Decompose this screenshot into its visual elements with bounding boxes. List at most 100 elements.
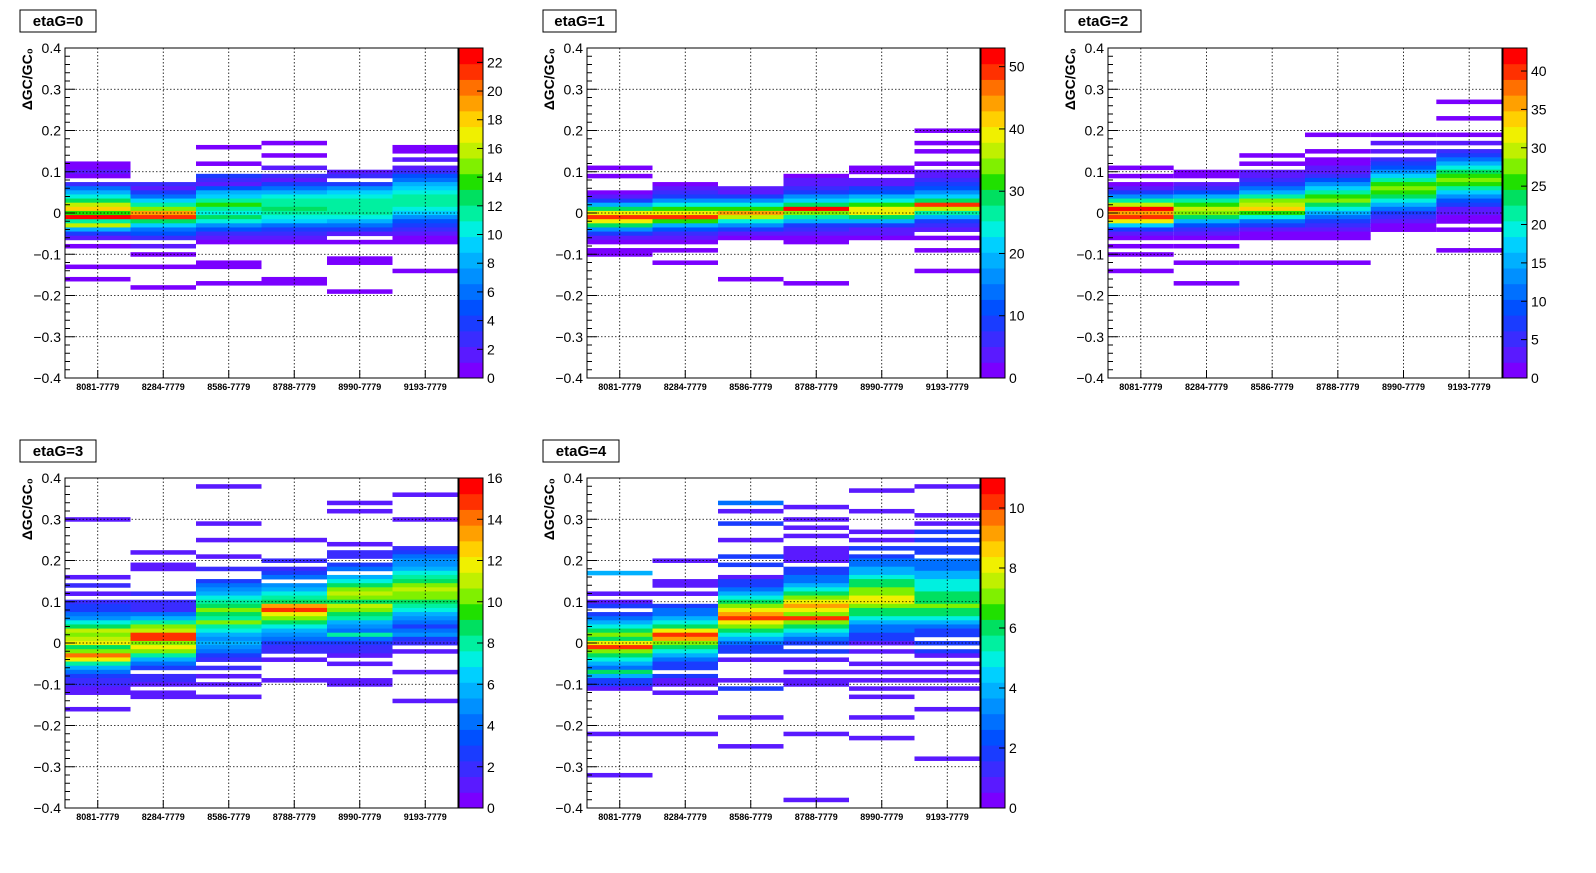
heat-cell	[392, 607, 458, 613]
y-axis-label: ΔGC/GC₀	[19, 48, 35, 110]
heat-cell	[1436, 132, 1502, 138]
heat-cell	[261, 219, 327, 224]
heat-cell	[783, 603, 849, 609]
heat-cell	[1108, 268, 1174, 274]
colorbar-segment	[459, 603, 483, 620]
colorbar-segment	[1503, 79, 1527, 96]
heat-cell	[327, 173, 393, 179]
heat-cell	[130, 566, 196, 572]
heat-cell	[196, 603, 262, 609]
heat-cell	[1370, 173, 1437, 179]
colorbar-segment	[459, 158, 483, 175]
heat-cell	[652, 227, 718, 232]
heat-cell	[327, 223, 393, 228]
heat-cell	[1239, 227, 1305, 232]
colorbar-segment	[459, 362, 483, 379]
x-category-label: 8788-7779	[273, 812, 316, 822]
heat-cell	[652, 657, 718, 662]
colorbar-tick-label: 12	[487, 198, 503, 214]
heat-cell	[65, 264, 131, 270]
heat-cell	[849, 177, 915, 183]
heat-cell	[1108, 243, 1174, 249]
colorbar-tick-label: 15	[1531, 255, 1547, 271]
colorbar-tick-label: 0	[1009, 800, 1017, 816]
heat-cell	[1436, 194, 1502, 199]
colorbar-tick-label: 12	[487, 553, 503, 569]
heat-cell	[130, 612, 196, 617]
heat-cell	[130, 202, 196, 208]
heat-cell	[652, 202, 718, 208]
panel-title: etaG=3	[33, 443, 83, 460]
heat-cell	[587, 624, 653, 629]
heat-cell	[196, 177, 262, 183]
y-tick-label: −0.4	[33, 370, 61, 386]
heat-cell	[1305, 194, 1371, 199]
heat-cell	[849, 537, 915, 543]
heat-cell	[587, 673, 653, 679]
x-category-label: 8990-7779	[860, 382, 903, 392]
colorbar-segment	[981, 572, 1005, 589]
heat-cell	[327, 579, 393, 584]
colorbar-tick-label: 20	[1531, 217, 1547, 233]
heat-cell	[261, 587, 327, 592]
heat-cell	[327, 628, 393, 634]
colorbar-segment	[459, 63, 483, 80]
colorbar-tick-label: 18	[487, 112, 503, 128]
heat-cell	[914, 248, 980, 253]
y-tick-label: −0.4	[33, 800, 61, 816]
colorbar-segment	[1503, 110, 1527, 128]
colorbar-segment	[981, 682, 1005, 699]
colorbar-tick-label: 20	[487, 83, 503, 99]
colorbar-segment	[459, 268, 483, 285]
heat-cell	[1436, 177, 1502, 183]
heat-cell	[65, 669, 131, 675]
heat-cell	[1239, 177, 1305, 183]
heat-cell	[1436, 248, 1502, 253]
y-tick-label: −0.2	[33, 718, 61, 734]
heat-cell	[261, 583, 327, 588]
heat-cell	[1173, 223, 1240, 228]
colorbar-tick-label: 30	[1009, 183, 1025, 199]
heat-cell	[718, 562, 784, 568]
colorbar-segment	[981, 283, 1005, 300]
colorbar-segment	[459, 698, 483, 715]
y-tick-label: −0.2	[33, 288, 61, 304]
heat-cell	[261, 607, 327, 613]
heat-cell	[392, 182, 458, 187]
heat-cell	[914, 268, 980, 274]
colorbar-tick-label: 22	[487, 54, 503, 70]
heat-cell	[327, 227, 393, 232]
colorbar-tick-label: 0	[1531, 370, 1539, 386]
colorbar-segment	[981, 158, 1005, 175]
heat-cell	[1305, 227, 1371, 232]
heat-cell	[130, 624, 196, 629]
heat-cell	[914, 579, 980, 584]
heat-cell	[783, 587, 849, 592]
heat-cell	[783, 558, 849, 563]
heat-cell	[849, 649, 915, 654]
heat-cell	[392, 587, 458, 592]
heat-cell	[652, 182, 718, 187]
colorbar-tick-label: 25	[1531, 178, 1547, 194]
heat-cell	[587, 194, 653, 199]
colorbar-segment	[1503, 189, 1527, 206]
heat-cell	[130, 223, 196, 228]
colorbar-segment	[459, 220, 483, 238]
heat-cell	[261, 628, 327, 634]
colorbar-segment	[459, 299, 483, 316]
heat-cell	[196, 694, 262, 700]
heat-cell	[652, 612, 718, 617]
heat-cell	[783, 657, 849, 662]
heat-cell	[587, 678, 653, 683]
heat-cell	[65, 227, 131, 232]
heat-cell	[1108, 202, 1174, 208]
heat-cell	[1370, 202, 1437, 208]
colorbar-segment	[459, 95, 483, 112]
colorbar-segment	[981, 362, 1005, 379]
colorbar-segment	[459, 330, 483, 348]
heat-cell	[652, 632, 718, 638]
heat-cell	[783, 182, 849, 187]
heat-cell	[718, 632, 784, 638]
y-tick-label: 0.3	[564, 81, 584, 97]
heat-cell	[261, 198, 327, 204]
